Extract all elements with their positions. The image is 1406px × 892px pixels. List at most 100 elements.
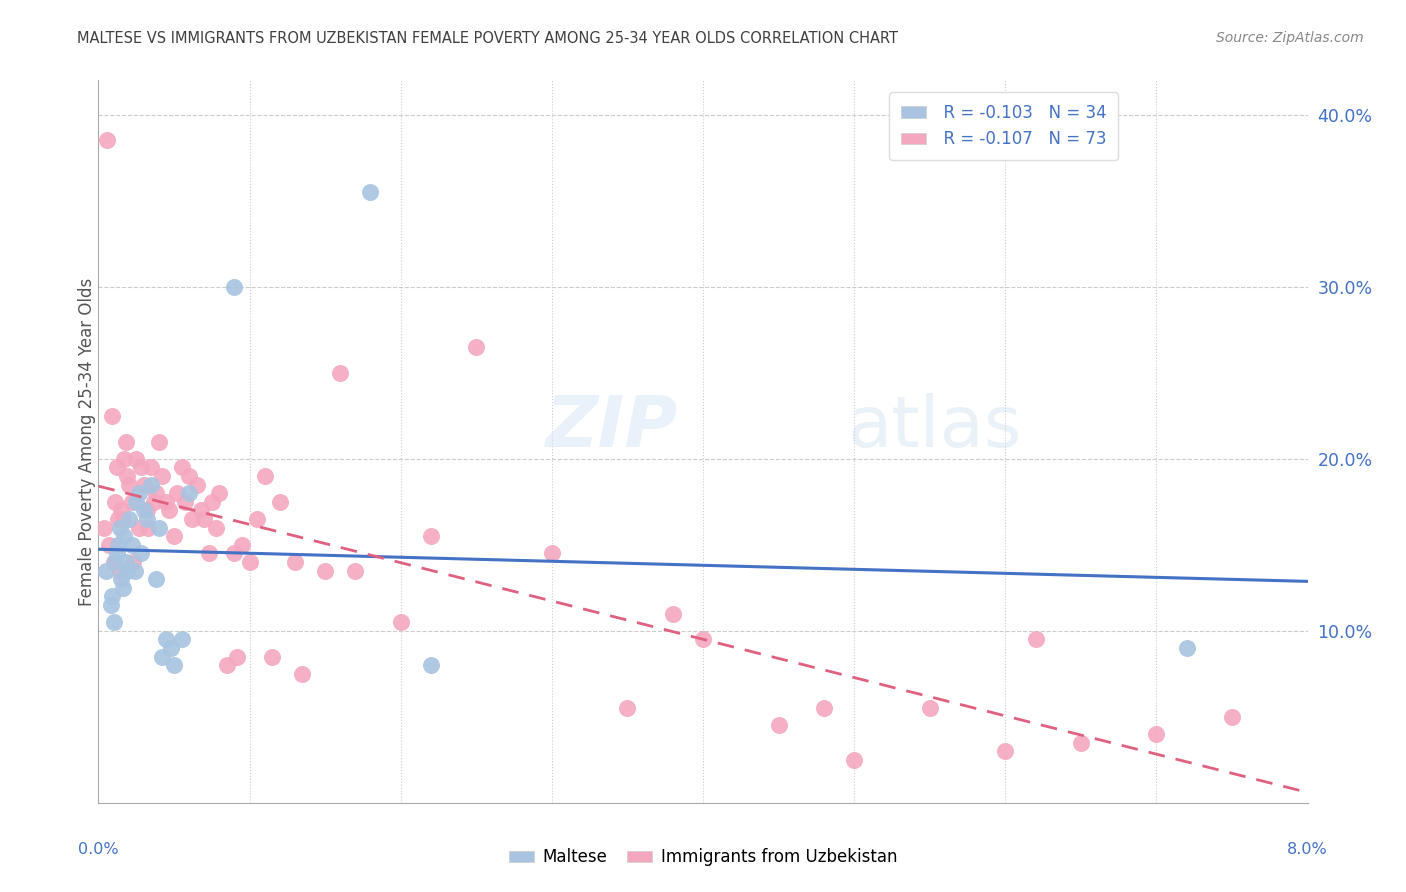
Point xyxy=(208,486,231,500)
Point xyxy=(103,615,125,630)
Point xyxy=(389,615,412,630)
Point xyxy=(136,520,159,534)
Point xyxy=(661,607,683,621)
Point xyxy=(125,451,148,466)
Point xyxy=(239,555,262,569)
Point xyxy=(118,512,141,526)
Point xyxy=(141,477,163,491)
Point xyxy=(201,494,224,508)
Point xyxy=(96,133,118,147)
Point xyxy=(104,555,127,569)
Point xyxy=(135,503,157,517)
Point xyxy=(94,564,117,578)
Point xyxy=(128,520,150,534)
Point xyxy=(145,486,167,500)
Point xyxy=(108,520,131,534)
Point xyxy=(107,512,129,526)
Point xyxy=(98,538,121,552)
Point xyxy=(148,434,170,449)
Point xyxy=(420,529,443,543)
Point xyxy=(224,279,246,293)
Point xyxy=(1070,735,1092,749)
Text: ZIP: ZIP xyxy=(546,392,678,461)
Point xyxy=(159,503,181,517)
Point xyxy=(115,564,138,578)
Point xyxy=(118,477,141,491)
Point xyxy=(269,494,291,508)
Y-axis label: Female Poverty Among 25-34 Year Olds: Female Poverty Among 25-34 Year Olds xyxy=(79,277,96,606)
Point xyxy=(105,460,128,475)
Point xyxy=(246,512,269,526)
Point xyxy=(121,494,143,508)
Point xyxy=(129,546,152,560)
Point xyxy=(150,469,173,483)
Point xyxy=(314,564,336,578)
Point xyxy=(170,460,193,475)
Text: Source: ZipAtlas.com: Source: ZipAtlas.com xyxy=(1216,31,1364,45)
Point xyxy=(155,632,177,647)
Point xyxy=(110,503,132,517)
Point xyxy=(114,555,136,569)
Point xyxy=(111,512,134,526)
Point xyxy=(101,409,124,423)
Point xyxy=(465,340,488,354)
Point xyxy=(844,753,866,767)
Point xyxy=(100,598,122,612)
Point xyxy=(103,555,125,569)
Point xyxy=(163,658,186,673)
Point xyxy=(226,649,249,664)
Point xyxy=(101,590,124,604)
Legend: Maltese, Immigrants from Uzbekistan: Maltese, Immigrants from Uzbekistan xyxy=(502,842,904,873)
Point xyxy=(145,572,167,586)
Point xyxy=(540,546,562,560)
Point xyxy=(104,494,127,508)
Point xyxy=(262,649,284,664)
Point xyxy=(179,486,201,500)
Point xyxy=(155,494,177,508)
Point xyxy=(129,460,152,475)
Point xyxy=(125,494,148,508)
Point xyxy=(193,512,215,526)
Point xyxy=(108,564,131,578)
Point xyxy=(112,529,135,543)
Point xyxy=(115,469,138,483)
Legend:   R = -0.103   N = 34,   R = -0.107   N = 73: R = -0.103 N = 34, R = -0.107 N = 73 xyxy=(889,92,1118,160)
Point xyxy=(143,494,166,508)
Text: atlas: atlas xyxy=(848,392,1022,461)
Text: MALTESE VS IMMIGRANTS FROM UZBEKISTAN FEMALE POVERTY AMONG 25-34 YEAR OLDS CORRE: MALTESE VS IMMIGRANTS FROM UZBEKISTAN FE… xyxy=(77,31,898,46)
Point xyxy=(1024,632,1046,647)
Point xyxy=(813,701,835,715)
Point xyxy=(205,520,228,534)
Point xyxy=(329,366,352,380)
Point xyxy=(121,538,143,552)
Point xyxy=(173,494,195,508)
Point xyxy=(284,555,307,569)
Point xyxy=(190,503,212,517)
Text: 8.0%: 8.0% xyxy=(1288,842,1327,856)
Point xyxy=(170,632,193,647)
Point xyxy=(148,520,170,534)
Point xyxy=(110,572,132,586)
Point xyxy=(93,520,115,534)
Point xyxy=(215,658,238,673)
Point xyxy=(291,666,314,681)
Point xyxy=(692,632,714,647)
Point xyxy=(132,503,155,517)
Point xyxy=(197,546,219,560)
Point xyxy=(344,564,367,578)
Point xyxy=(181,512,204,526)
Point xyxy=(141,460,163,475)
Point xyxy=(135,512,157,526)
Point xyxy=(1175,640,1198,655)
Point xyxy=(112,451,135,466)
Point xyxy=(160,640,183,655)
Point xyxy=(360,185,382,199)
Point xyxy=(132,477,155,491)
Point xyxy=(114,434,136,449)
Point xyxy=(186,477,208,491)
Point xyxy=(122,555,145,569)
Point xyxy=(179,469,201,483)
Point xyxy=(616,701,638,715)
Point xyxy=(231,538,253,552)
Point xyxy=(994,744,1017,758)
